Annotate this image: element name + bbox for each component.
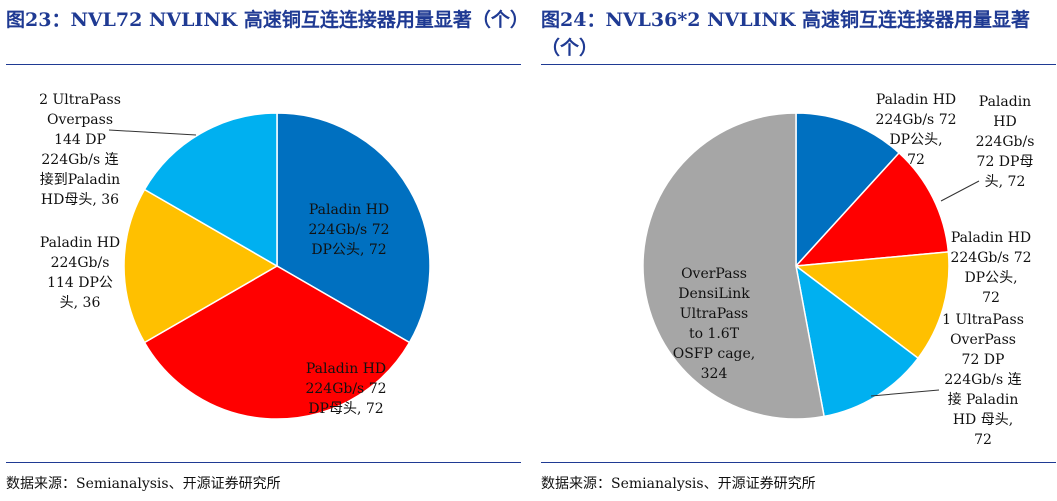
slice-data-label: HD xyxy=(993,114,1016,130)
pie-slice xyxy=(123,188,279,344)
slice-data-label: 接到Paladin xyxy=(40,171,120,188)
slice-data-label: 114 DP公 xyxy=(47,275,113,291)
slice-data-label: 224Gb/s 连 xyxy=(41,152,118,168)
figure-24-panel: 图24：NVL36*2 NVLINK 高速铜互连连接器用量显著（个） Palad… xyxy=(541,0,1056,501)
source-rule xyxy=(541,462,1056,463)
slice-data-label: DP公头, xyxy=(889,132,942,148)
slice-data-label: 1 UltraPass xyxy=(942,312,1024,328)
slice-data-label: 72 DP xyxy=(962,352,1005,368)
nvl36x2-connector-pie-chart: Paladin HD 224Gb/s 72 DP公头, 72 Paladin HD 224G… xyxy=(642,92,1035,448)
pie-slice xyxy=(794,251,950,360)
slice-data-label: OverPass xyxy=(681,266,747,282)
figure-23-title: 图23：NVL72 NVLINK 高速铜互连连接器用量显著（个） xyxy=(6,9,529,31)
title-rule xyxy=(541,64,1056,65)
slice-data-label: Overpass xyxy=(47,112,113,128)
slice-data-label: 224Gb/s 连 xyxy=(944,372,1021,388)
slice-data-label: Paladin HD xyxy=(876,92,956,108)
slice-data-label: Paladin HD xyxy=(40,235,120,251)
pie-slice xyxy=(642,112,825,420)
slice-data-label: Paladin xyxy=(979,94,1031,110)
nvl72-connector-pie-chart: Paladin HD 224Gb/s 72 DP公头, 72 Paladin HD 22… xyxy=(39,92,431,420)
slice-data-label: 接 Paladin xyxy=(948,391,1019,408)
pie-slice xyxy=(794,151,950,267)
slice-data-label: 224Gb/s 72 xyxy=(950,250,1031,266)
slice-data-label: 224Gb/s 72 xyxy=(308,222,389,238)
slice-data-label: 224Gb/s xyxy=(51,255,110,271)
pie-slice xyxy=(795,112,901,268)
slice-data-label: 72 xyxy=(982,290,1000,306)
pie-slice xyxy=(143,265,411,420)
slice-data-label: to 1.6T xyxy=(689,326,740,342)
slice-data-label: 72 xyxy=(907,152,925,168)
slice-data-label: 72 xyxy=(974,432,992,448)
figure-24-source: 数据来源：Semianalysis、开源证券研究所 xyxy=(541,476,816,492)
slice-data-label: 72 DP母 xyxy=(977,154,1034,170)
slice-data-label: 144 DP xyxy=(54,132,106,148)
title-rule xyxy=(6,64,521,65)
slice-data-label: 224Gb/s 72 xyxy=(305,381,386,397)
figure-23-panel: 图23：NVL72 NVLINK 高速铜互连连接器用量显著（个） Paladin… xyxy=(6,0,529,501)
figure-24-title: 图24：NVL36*2 NVLINK 高速铜互连连接器用量显著（个） xyxy=(541,9,1030,59)
label-leader-line xyxy=(940,180,980,202)
slice-data-label: HD母头, 36 xyxy=(41,192,119,208)
slice-data-label: OverPass xyxy=(950,332,1016,348)
slice-data-label: Paladin HD xyxy=(309,202,389,218)
pie-slice xyxy=(143,112,278,268)
slice-data-label: DP公头, xyxy=(964,270,1017,286)
slice-data-label: 2 UltraPass xyxy=(39,92,121,108)
slice-data-label: 头, 72 xyxy=(985,174,1026,190)
figure-23-source: 数据来源：Semianalysis、开源证券研究所 xyxy=(6,476,281,492)
slice-data-label: DP公头, 72 xyxy=(311,242,386,258)
slice-data-label: DensiLink xyxy=(678,286,750,302)
slice-data-label: OSFP cage, xyxy=(673,346,756,362)
label-leader-line xyxy=(870,389,940,397)
slice-data-label: Paladin HD xyxy=(951,230,1031,246)
label-leader-line xyxy=(108,129,197,136)
slice-data-label: UltraPass xyxy=(680,306,748,322)
pie-slice xyxy=(276,112,431,344)
slice-data-label: 头, 36 xyxy=(60,295,101,311)
slice-data-label: Paladin HD xyxy=(306,361,386,377)
slice-data-label: HD 母头, xyxy=(953,412,1013,428)
slice-data-label: DP母头, 72 xyxy=(308,401,383,417)
source-rule xyxy=(6,462,521,463)
slice-data-label: 324 xyxy=(701,366,728,382)
slice-data-label: 224Gb/s 72 xyxy=(875,112,956,128)
slice-data-label: 224Gb/s xyxy=(976,134,1035,150)
